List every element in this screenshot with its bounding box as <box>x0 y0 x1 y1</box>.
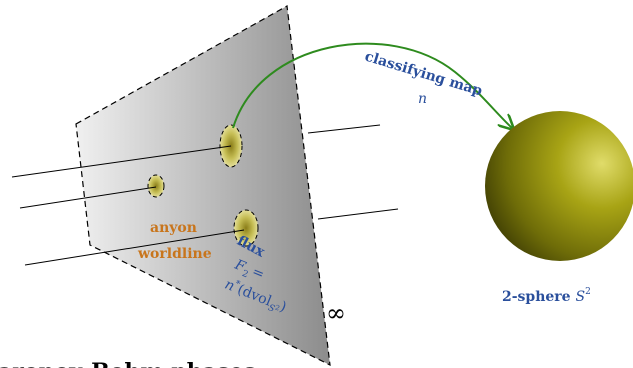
flux-spot-2 <box>147 174 165 198</box>
surface-sheet <box>75 5 331 367</box>
flux-spot-3 <box>233 209 259 247</box>
worldline-label: worldline <box>137 246 212 262</box>
worldline-1 <box>11 145 232 178</box>
caption-fragment: aronov-Bohm phases <box>0 359 256 368</box>
classifying-map-arrow <box>232 42 512 128</box>
worldline-3 <box>24 229 245 266</box>
two-sphere <box>485 111 633 261</box>
worldline-behind-1 <box>307 124 381 134</box>
worldline-behind-2 <box>317 208 399 220</box>
map-symbol: n <box>418 91 427 107</box>
flux-formula-line1: F2= <box>230 256 266 285</box>
worldline-2 <box>19 186 157 209</box>
infinity-symbol: ∞ <box>326 299 346 327</box>
anyon-label: anyon <box>150 220 197 236</box>
sphere-label: 2-sphere S2 <box>502 287 591 305</box>
